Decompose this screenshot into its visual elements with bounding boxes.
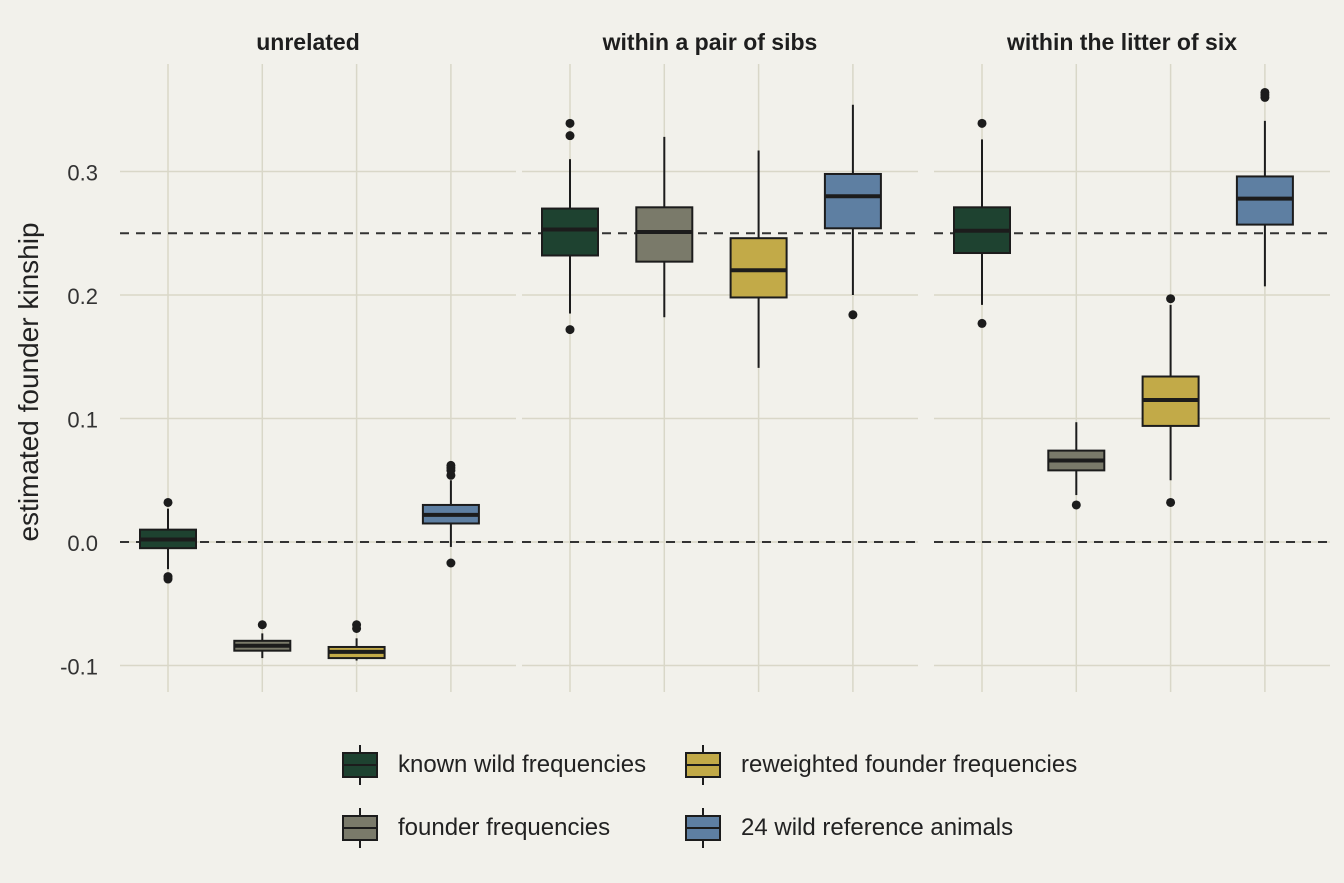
- outlier-point: [565, 118, 575, 128]
- facet-title: unrelated: [256, 29, 360, 55]
- outlier-point: [565, 325, 575, 335]
- boxplot: [139, 497, 197, 584]
- labels: estimated founder kinship -0.1 0.0 0.1 0.2 0…: [13, 29, 1237, 680]
- boxplot: [635, 136, 694, 318]
- outlier-point: [565, 131, 575, 141]
- legend-key-founder: [342, 808, 378, 848]
- boxplot: [541, 118, 599, 335]
- box-body: [635, 206, 694, 263]
- y-axis-label: estimated founder kinship: [13, 222, 44, 541]
- outlier-point: [446, 470, 456, 480]
- legend-item-known-wild: known wild frequencies: [340, 745, 646, 785]
- boxplot: [1141, 294, 1200, 507]
- y-tick-label: -0.1: [60, 655, 98, 680]
- facet-title: within a pair of sibs: [602, 29, 818, 55]
- legend-item-24-wild: 24 wild reference animals: [683, 808, 1013, 848]
- outlier-point: [163, 574, 173, 584]
- outlier-point: [1166, 497, 1176, 507]
- box-body: [823, 172, 882, 230]
- outlier-point: [446, 558, 456, 568]
- boxplot: [1235, 87, 1294, 287]
- outlier-point: [163, 497, 173, 507]
- legend-label: known wild frequencies: [398, 751, 647, 778]
- legend-key-reweighted: [685, 745, 721, 785]
- legend: known wild frequencies reweighted founde…: [340, 745, 1140, 865]
- legend-label: 24 wild reference animals: [741, 814, 1014, 841]
- outlier-point: [257, 620, 267, 630]
- box-body: [541, 207, 599, 257]
- y-tick-label: 0.0: [67, 531, 98, 556]
- outlier-point: [977, 318, 987, 328]
- boxplot: [729, 150, 788, 368]
- legend-key-24-wild: [685, 808, 721, 848]
- boxplot: [327, 620, 386, 661]
- facet-title: within the litter of six: [1006, 29, 1237, 55]
- outlier-point: [977, 118, 987, 128]
- legend-item-reweighted: reweighted founder frequencies: [683, 745, 1077, 785]
- boxplot: [233, 620, 292, 659]
- outlier-point: [1071, 500, 1081, 510]
- legend-label: reweighted founder frequencies: [741, 751, 1078, 778]
- legend-label: founder frequencies: [398, 814, 611, 841]
- boxplot: [1047, 422, 1106, 510]
- y-tick-label: 0.1: [67, 408, 98, 433]
- y-tick-label: 0.2: [67, 284, 98, 309]
- boxplot: [421, 460, 480, 568]
- legend-item-founder: founder frequencies: [340, 808, 610, 848]
- box-body: [729, 237, 788, 299]
- outlier-point: [1260, 92, 1270, 102]
- boxes: [139, 87, 1294, 661]
- boxplot: [823, 104, 882, 320]
- outlier-point: [848, 310, 858, 320]
- boxplot: [953, 118, 1011, 328]
- y-tick-label: 0.3: [67, 161, 98, 186]
- legend-key-known-wild: [342, 745, 378, 785]
- outlier-point: [352, 623, 362, 633]
- outlier-point: [1166, 294, 1176, 304]
